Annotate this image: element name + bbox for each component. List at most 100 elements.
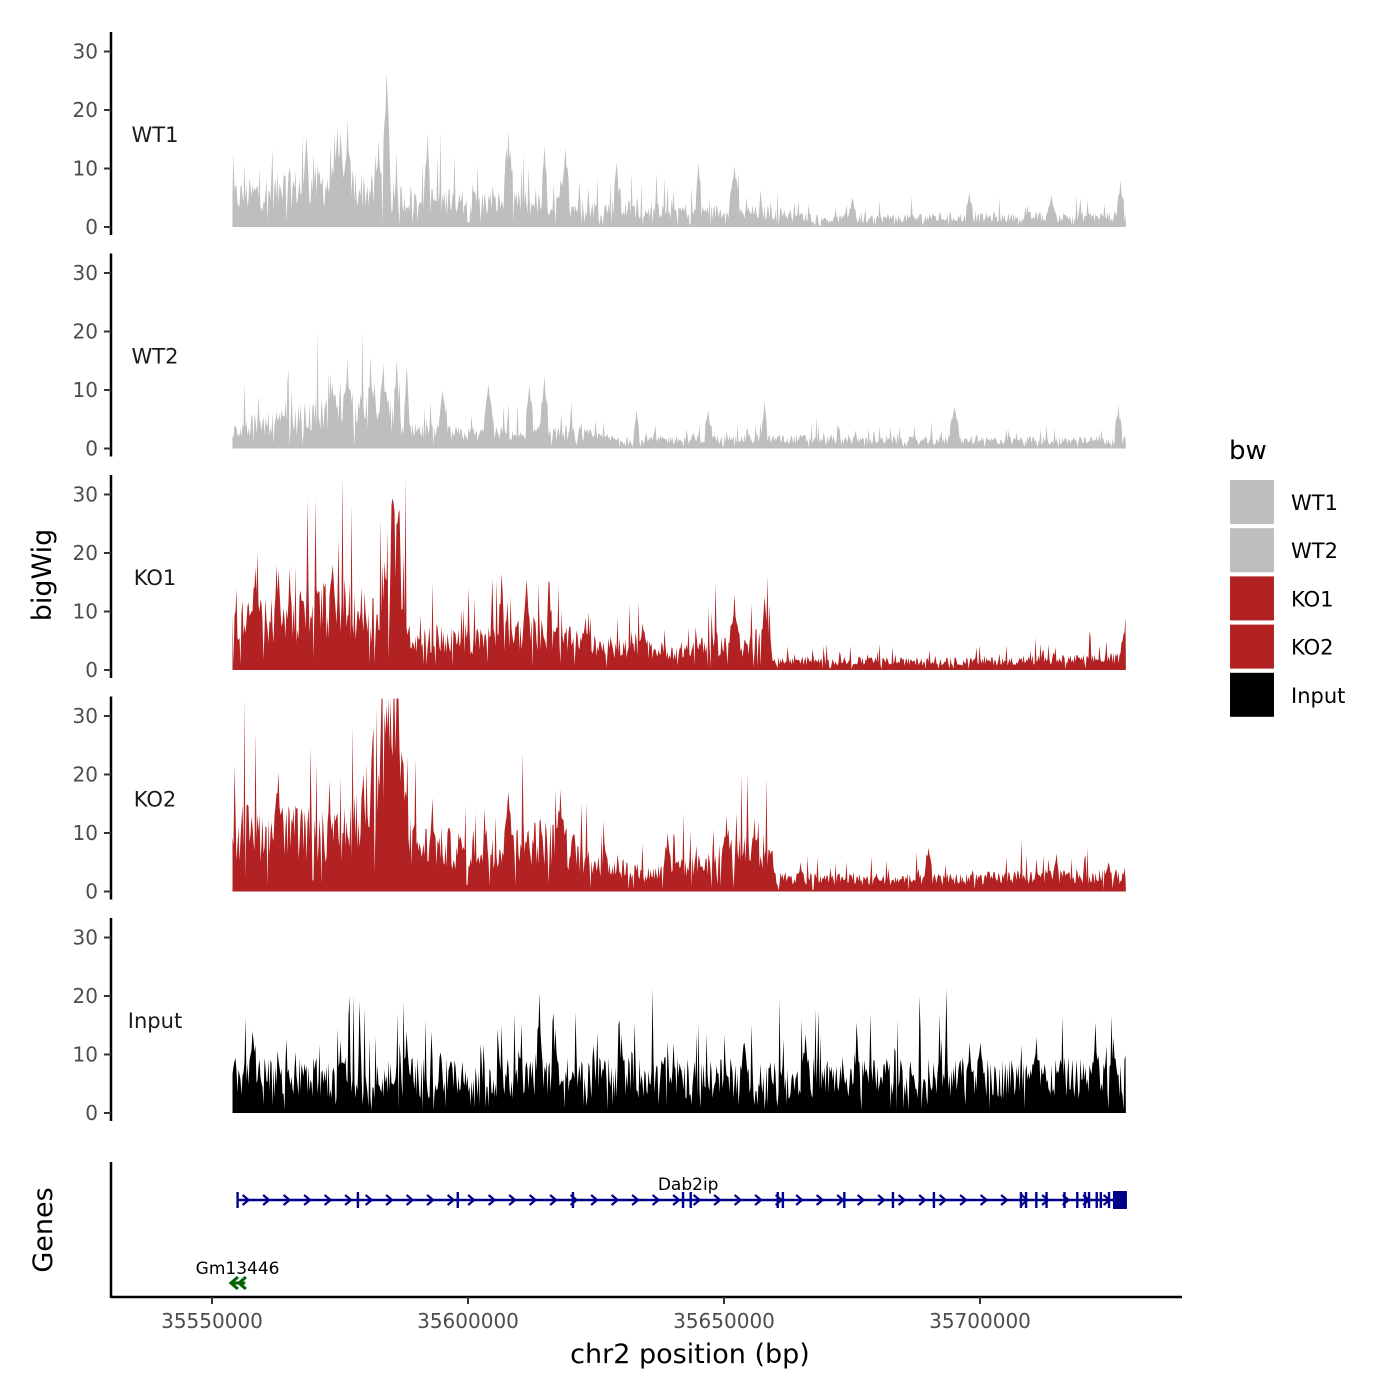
x-tick-label: 35700000 [929, 1309, 1031, 1333]
strand-arrow [467, 1194, 476, 1206]
track-ko2: 0 10 20 30 KO2 [73, 696, 1126, 904]
gene-models: Dab2ip Gm13446 [196, 1175, 1127, 1291]
legend-item-wt1: WT1 [1230, 480, 1338, 524]
gene-exon [1087, 1192, 1091, 1208]
legend-title: bw [1229, 436, 1267, 466]
legend-item-wt2: WT2 [1230, 528, 1338, 573]
signal-area-ko1 [232, 477, 1126, 670]
strand-arrow [262, 1194, 271, 1206]
y-tick-label: 0 [85, 658, 98, 682]
gene-panel: Genes Dab2ip Gm13446 [28, 1162, 1127, 1298]
strand-arrow [918, 1194, 927, 1206]
y-tick-label: 20 [73, 541, 98, 565]
track-wt1: 0 10 20 30 WT1 [73, 32, 1126, 239]
track-input: 0 10 20 30 Input [73, 918, 1126, 1125]
signal-area-wt1 [232, 72, 1126, 227]
track-label: KO2 [134, 788, 177, 812]
track-label: Input [128, 1009, 182, 1033]
strand-arrow [1041, 1194, 1050, 1206]
legend-item-ko2: KO2 [1230, 624, 1334, 669]
signal-area-input [232, 988, 1126, 1113]
strand-arrow [959, 1194, 968, 1206]
legend-key [1230, 672, 1274, 717]
track-label: KO1 [134, 566, 177, 590]
strand-arrow [323, 1194, 333, 1206]
legend-items: WT1 WT2 KO1 KO2 Input [1230, 480, 1345, 717]
gene-exon [356, 1192, 360, 1208]
y-tick-label: 0 [85, 1101, 98, 1125]
strand-arrow [364, 1194, 374, 1206]
strand-arrow [303, 1194, 312, 1206]
gene-exon [1019, 1192, 1023, 1208]
y-axis-title: bigWig [27, 529, 58, 622]
strand-arrow [754, 1194, 763, 1206]
strand-arrow [651, 1194, 661, 1206]
gene-exon [1063, 1192, 1066, 1208]
gene-exon [776, 1192, 779, 1208]
strand-arrow [692, 1194, 702, 1206]
y-tick-label: 30 [73, 483, 98, 507]
y-tick-label: 20 [73, 984, 98, 1008]
strand-arrow [528, 1194, 538, 1206]
strand-arrow [549, 1194, 558, 1206]
legend-label: KO2 [1291, 636, 1334, 660]
strand-arrow [344, 1194, 353, 1206]
strand-arrow [1020, 1194, 1030, 1206]
y-tick-label: 10 [73, 1043, 98, 1067]
gene-exon [236, 1192, 239, 1208]
signal-area-ko2 [232, 698, 1126, 892]
gene-exon [932, 1192, 936, 1208]
gene-exon [689, 1192, 692, 1208]
signal-area-wt2 [232, 328, 1126, 449]
strand-arrow [877, 1194, 886, 1206]
y-tick-label: 20 [73, 98, 98, 122]
gene-exon [1107, 1192, 1111, 1208]
gene-exon [843, 1192, 846, 1208]
gene-exon [1076, 1192, 1079, 1208]
x-axis-ticks: 35550000 35600000 35650000 35700000 [161, 1297, 1031, 1333]
gene-exon [681, 1192, 685, 1208]
gene-exon [1095, 1192, 1098, 1208]
strand-arrow [405, 1194, 415, 1206]
strand-arrow [426, 1194, 435, 1206]
legend-item-ko1: KO1 [1230, 576, 1334, 621]
strand-arrow [1000, 1194, 1009, 1206]
y-tick-label: 0 [85, 437, 98, 461]
strand-arrow [228, 1275, 239, 1291]
gene-label: Dab2ip [658, 1175, 719, 1195]
gene-label: Gm13446 [196, 1259, 280, 1279]
gene-exon-block [1112, 1191, 1127, 1209]
gene-exon [1045, 1192, 1048, 1208]
strand-arrow [385, 1194, 394, 1206]
genes-axis-title: Genes [28, 1187, 59, 1272]
y-tick-label: 30 [73, 261, 98, 285]
gene-dab2ip: Dab2ip [236, 1175, 1127, 1209]
strand-arrow [856, 1194, 866, 1206]
track-wt2: 0 10 20 30 WT2 [73, 253, 1126, 461]
y-tick-label: 20 [73, 763, 98, 787]
x-tick-label: 35600000 [417, 1309, 519, 1333]
gene-gm13446: Gm13446 [196, 1259, 280, 1291]
legend-label: KO1 [1291, 587, 1334, 611]
strand-arrow [897, 1194, 907, 1206]
strand-arrow [979, 1194, 989, 1206]
gene-exon [571, 1192, 575, 1208]
strand-arrow [241, 1194, 251, 1206]
strand-arrow [815, 1194, 825, 1206]
strand-arrow [446, 1194, 456, 1206]
legend-label: WT1 [1291, 491, 1338, 515]
x-axis-title: chr2 position (bp) [570, 1339, 810, 1370]
y-tick-label: 10 [73, 600, 98, 624]
strand-arrow [795, 1194, 804, 1206]
y-tick-label: 30 [73, 926, 98, 950]
gene-exon [891, 1192, 895, 1208]
strand-arrow [672, 1194, 681, 1206]
gene-exon [1099, 1192, 1103, 1208]
legend-label: Input [1291, 684, 1345, 708]
y-tick-label: 0 [85, 215, 98, 239]
y-tick-label: 10 [73, 157, 98, 181]
strand-arrow [590, 1194, 599, 1206]
x-tick-label: 35550000 [161, 1309, 263, 1333]
track-label: WT1 [132, 123, 179, 147]
gene-exon [1083, 1192, 1087, 1208]
